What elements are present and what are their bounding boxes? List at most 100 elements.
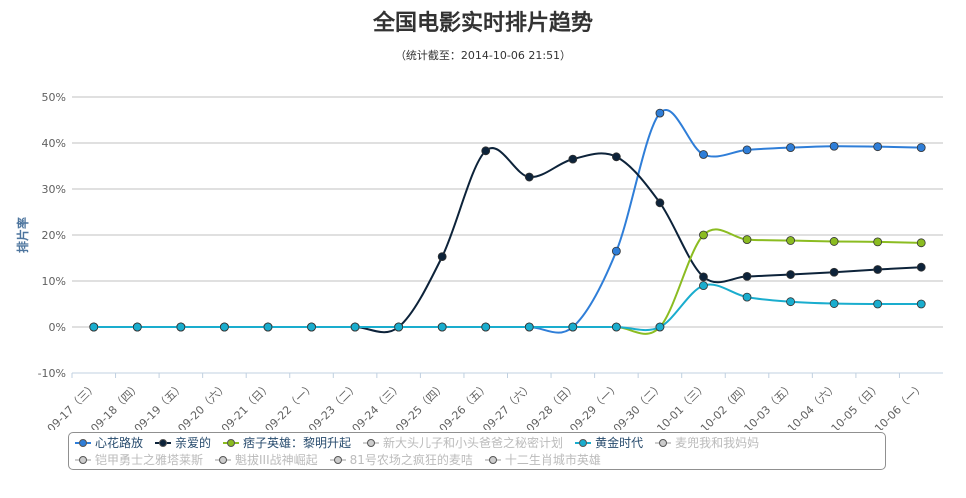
point xyxy=(307,322,316,332)
legend-label: 魁拔III战神崛起 xyxy=(235,453,318,467)
point xyxy=(176,322,186,332)
point xyxy=(873,265,883,274)
series-line xyxy=(93,228,922,335)
point xyxy=(829,141,839,151)
legend-symbol xyxy=(484,455,501,465)
chart-subtitle: （统计截至：2014-10-06 21:51） xyxy=(395,48,571,62)
point xyxy=(699,230,708,240)
point xyxy=(568,322,578,332)
legend-swatch xyxy=(159,438,168,447)
point xyxy=(786,297,795,307)
y-tick-label: 40% xyxy=(42,137,66,150)
legend-symbol xyxy=(223,438,240,448)
point xyxy=(916,238,926,248)
point xyxy=(437,252,447,262)
legend-swatch xyxy=(579,438,588,447)
point xyxy=(699,272,708,282)
y-tick-label: 10% xyxy=(42,275,66,288)
legend-symbol xyxy=(363,438,380,448)
point xyxy=(132,322,142,332)
point xyxy=(786,143,795,153)
point xyxy=(437,322,447,332)
point xyxy=(394,322,404,332)
legend-item[interactable]: 魁拔III战神崛起 xyxy=(215,451,318,468)
point xyxy=(263,322,273,332)
y-tick-label: 50% xyxy=(42,91,66,104)
legend-swatch xyxy=(367,438,376,447)
point xyxy=(655,108,665,118)
point xyxy=(742,145,752,155)
point xyxy=(829,237,839,246)
legend-symbol xyxy=(575,438,592,448)
point xyxy=(220,322,229,332)
legend-symbol xyxy=(215,455,232,465)
legend-label: 痞子英雄：黎明升起 xyxy=(243,436,352,450)
y-tick-label: 0% xyxy=(49,321,66,334)
point xyxy=(568,154,578,164)
point xyxy=(786,236,795,245)
series-line xyxy=(93,283,922,332)
point xyxy=(873,237,883,247)
point xyxy=(742,271,752,281)
legend-label: 黄金时代 xyxy=(595,436,644,450)
point xyxy=(89,322,99,332)
legend-label: 十二生肖城市英雄 xyxy=(504,453,601,467)
legend-symbol xyxy=(329,455,346,465)
point xyxy=(786,270,795,279)
chart-title: 全国电影实时排片趋势 xyxy=(372,10,593,36)
y-tick-label: 20% xyxy=(42,229,66,242)
legend-swatch xyxy=(79,455,87,464)
point xyxy=(873,142,883,152)
point xyxy=(916,143,926,153)
point xyxy=(916,262,926,272)
point xyxy=(873,299,883,309)
point xyxy=(481,322,491,332)
point xyxy=(742,292,752,302)
point xyxy=(699,281,708,291)
y-tick-label: -10% xyxy=(38,367,66,380)
point xyxy=(524,172,534,182)
point xyxy=(699,150,708,159)
legend-symbol xyxy=(655,438,672,448)
point xyxy=(524,322,534,332)
point xyxy=(611,322,621,332)
point xyxy=(481,146,491,156)
legend-swatch xyxy=(488,455,497,464)
legend-item[interactable]: 黄金时代 xyxy=(575,434,643,451)
legend-item[interactable]: 亲爱的 xyxy=(155,434,211,451)
legend-label: 麦兜我和我妈妈 xyxy=(675,436,760,450)
legend-item[interactable]: 铠甲勇士之雅塔莱斯 xyxy=(75,451,203,468)
point xyxy=(916,299,926,309)
legend-swatch xyxy=(219,455,228,464)
point xyxy=(655,322,665,332)
point xyxy=(655,198,665,208)
legend-label: 心花路放 xyxy=(95,436,144,450)
legend-symbol xyxy=(155,438,172,448)
point xyxy=(829,299,839,308)
legend-item[interactable]: 痞子英雄：黎明升起 xyxy=(223,434,351,451)
y-axis-title: 排片率 xyxy=(15,217,30,253)
legend-swatch xyxy=(333,455,342,464)
legend-swatch xyxy=(659,438,668,447)
chart: 全国电影实时排片趋势 （统计截至：2014-10-06 21:51） 排片率 -… xyxy=(15,10,943,435)
legend-item[interactable]: 十二生肖城市英雄 xyxy=(484,451,601,468)
point xyxy=(611,152,621,162)
legend-swatch xyxy=(79,438,87,447)
legend-symbol xyxy=(75,438,91,448)
legend: 心花路放 亲爱的 痞子英雄：黎明升起 新大头儿子和小头爸爸之秘密计划 黄金时代 麦兜我和我… xyxy=(68,432,886,470)
point xyxy=(742,235,752,245)
legend-item[interactable]: 心花路放 xyxy=(75,434,143,451)
point xyxy=(829,267,839,277)
legend-item[interactable]: 新大头儿子和小头爸爸之秘密计划 xyxy=(363,434,563,451)
point xyxy=(350,322,360,332)
legend-swatch xyxy=(227,438,236,447)
legend-item[interactable]: 麦兜我和我妈妈 xyxy=(655,434,759,451)
legend-symbol xyxy=(75,455,91,465)
legend-label: 81号农场之疯狂的麦咭 xyxy=(349,453,473,467)
point xyxy=(611,246,621,256)
legend-item[interactable]: 81号农场之疯狂的麦咭 xyxy=(329,451,473,468)
legend-label: 铠甲勇士之雅塔莱斯 xyxy=(95,453,204,467)
legend-label: 新大头儿子和小头爸爸之秘密计划 xyxy=(383,436,564,450)
y-tick-label: 30% xyxy=(42,183,66,196)
